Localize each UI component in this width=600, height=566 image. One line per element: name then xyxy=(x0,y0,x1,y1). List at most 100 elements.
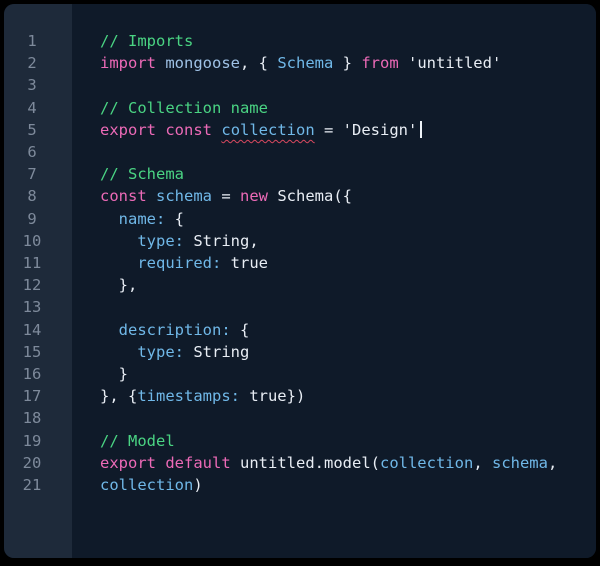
code-line: type: String, xyxy=(100,230,596,252)
line-number: 1 xyxy=(27,32,37,50)
line-number: 10 xyxy=(22,231,42,250)
code-token xyxy=(100,232,137,250)
code-line: } xyxy=(100,363,596,385)
code-token: type: xyxy=(137,342,184,361)
code-token xyxy=(156,121,165,139)
code-token: , xyxy=(547,453,558,472)
code-line: description: { xyxy=(100,319,596,341)
code-token: , xyxy=(473,453,492,472)
text-cursor xyxy=(420,120,423,138)
code-line: export const collection = 'Design' xyxy=(100,119,596,141)
code-line: }, {timestamps: true}) xyxy=(100,385,596,407)
code-token xyxy=(156,454,165,472)
line-number: 7 xyxy=(27,165,37,184)
code-token: ) xyxy=(193,476,203,494)
code-token: , { xyxy=(240,54,278,73)
code-token: true xyxy=(221,254,268,272)
code-token: = xyxy=(212,187,241,206)
code-line: collection) xyxy=(100,474,596,496)
code-line xyxy=(100,296,596,318)
code-token xyxy=(100,254,137,272)
code-token xyxy=(147,187,156,205)
code-line: // Model xyxy=(100,430,596,452)
code-token: timestamps: xyxy=(137,387,240,406)
code-line xyxy=(100,141,596,163)
code-token: Schema({ xyxy=(268,187,353,206)
code-token: schema xyxy=(156,187,213,206)
code-line: const schema = new Schema({ xyxy=(100,185,596,207)
code-token xyxy=(100,321,119,339)
line-number: 20 xyxy=(22,453,42,472)
code-token: 'untitled' xyxy=(398,54,502,73)
line-number: 11 xyxy=(22,254,42,273)
code-token xyxy=(156,54,165,72)
line-number: 4 xyxy=(27,98,37,117)
code-token xyxy=(100,343,137,361)
code-token: { xyxy=(165,209,185,228)
code-token: name: xyxy=(118,209,166,228)
code-token: = 'Design' xyxy=(314,120,418,139)
line-number: 2 xyxy=(27,54,37,73)
code-token: from xyxy=(361,54,399,73)
line-number: 15 xyxy=(22,342,42,361)
code-token: export xyxy=(100,453,156,472)
line-number-gutter: 1 2 3 4 5 6 7 8 9 10 11 12 13 14 15 16 17 18 19 20 21 xyxy=(4,4,72,558)
code-token: true}) xyxy=(239,387,306,406)
code-line: name: { xyxy=(100,208,596,230)
code-line: export default untitled.model(collection… xyxy=(100,452,596,474)
line-number: 14 xyxy=(22,320,42,339)
code-line: required: true xyxy=(100,252,596,274)
line-number: 8 xyxy=(27,187,37,206)
line-number: 9 xyxy=(27,209,37,228)
code-token: untitled.model( xyxy=(230,453,380,472)
code-token: // Imports xyxy=(100,32,194,50)
line-number: 6 xyxy=(27,143,37,162)
code-token: String, xyxy=(184,231,259,250)
code-line: type: String xyxy=(100,341,596,363)
line-number: 3 xyxy=(27,76,37,95)
code-token: { xyxy=(230,320,250,339)
line-number: 5 xyxy=(27,120,37,139)
code-token: collection xyxy=(100,476,194,494)
line-number: 16 xyxy=(22,365,42,384)
line-number: 12 xyxy=(22,276,42,295)
code-token: String xyxy=(184,342,250,361)
code-token: // Model xyxy=(100,431,175,450)
line-number: 19 xyxy=(22,431,42,450)
code-token: schema xyxy=(491,453,548,472)
code-token xyxy=(100,210,119,228)
code-area[interactable]: // Imports import mongoose, { Schema } fr… xyxy=(72,4,596,558)
code-token: new xyxy=(240,187,269,206)
line-number: 21 xyxy=(22,476,42,495)
code-token: // Collection name xyxy=(100,98,268,117)
code-line xyxy=(100,407,596,429)
code-token: type: xyxy=(137,231,184,250)
code-line: // Collection name xyxy=(100,97,596,119)
code-token: collection xyxy=(379,453,474,472)
code-line: // Schema xyxy=(100,163,596,185)
code-token: } xyxy=(100,365,128,383)
line-number: 18 xyxy=(22,409,42,428)
code-line xyxy=(100,74,596,96)
line-number: 13 xyxy=(22,298,42,317)
code-token: mongoose xyxy=(165,54,240,73)
code-token: const xyxy=(165,120,213,139)
code-token: }, xyxy=(100,276,138,295)
code-token: }, { xyxy=(100,387,138,406)
code-token: description: xyxy=(118,320,231,339)
code-token xyxy=(212,121,221,139)
code-token: default xyxy=(165,453,231,472)
code-token: Schema xyxy=(277,54,334,73)
code-editor-window: 1 2 3 4 5 6 7 8 9 10 11 12 13 14 15 16 17 18 19 20 21 // Imp… xyxy=(4,4,596,558)
code-token: import xyxy=(100,54,156,73)
code-line: }, xyxy=(100,274,596,296)
code-token: // Schema xyxy=(100,165,184,184)
code-token-error-underlined: collection xyxy=(221,120,315,139)
code-token: const xyxy=(100,187,147,206)
line-number: 17 xyxy=(22,387,42,406)
code-token: } xyxy=(333,54,362,73)
code-token: required: xyxy=(137,254,222,272)
code-token: export xyxy=(100,120,156,139)
code-line: // Imports xyxy=(100,30,596,52)
code-line: import mongoose, { Schema } from 'untitl… xyxy=(100,52,596,74)
